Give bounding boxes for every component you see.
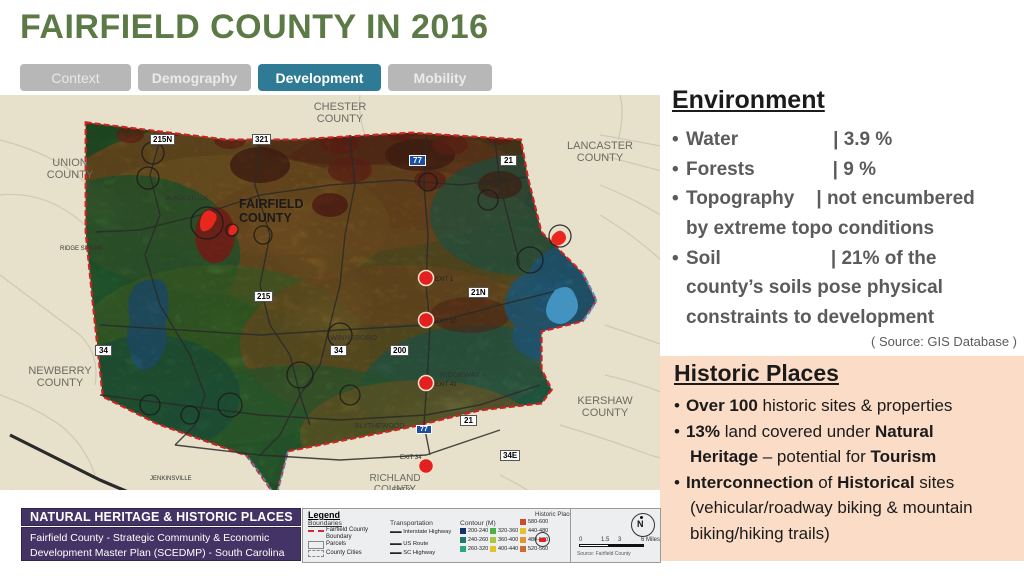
svg-text:EXIT 1: EXIT 1 bbox=[435, 277, 454, 283]
svg-text:EXIT 10: EXIT 10 bbox=[435, 319, 457, 325]
svg-text:EXIT 41: EXIT 41 bbox=[435, 382, 457, 388]
svg-text:EXIT 34: EXIT 34 bbox=[400, 455, 422, 461]
svg-text:RIDGE SPRING: RIDGE SPRING bbox=[60, 246, 104, 252]
svg-text:JENKINSVILLE: JENKINSVILLE bbox=[150, 476, 192, 482]
svg-text:WINNSBORO: WINNSBORO bbox=[330, 333, 377, 342]
svg-text:FAIRFIELD: FAIRFIELD bbox=[239, 197, 304, 211]
svg-text:BLYTHEWOOD: BLYTHEWOOD bbox=[355, 423, 404, 430]
svg-text:RIDGEWAY: RIDGEWAY bbox=[440, 370, 480, 379]
svg-text:COUNTY: COUNTY bbox=[239, 211, 292, 225]
svg-text:BLACKSTOCK: BLACKSTOCK bbox=[165, 195, 209, 202]
